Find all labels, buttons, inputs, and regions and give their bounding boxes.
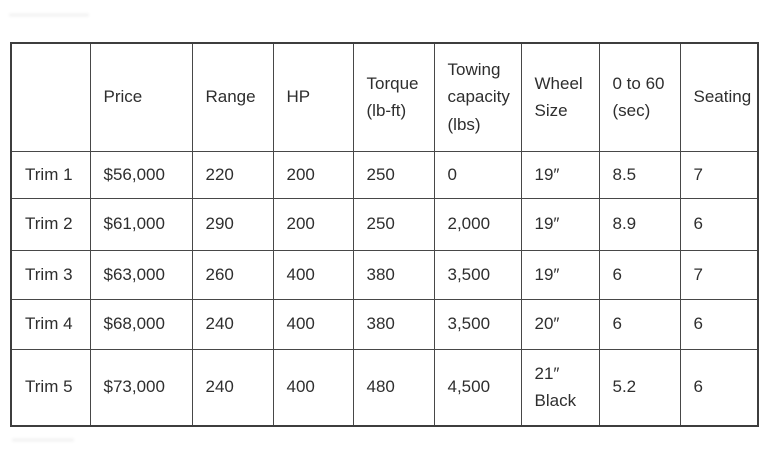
cell-range: 240	[191, 298, 274, 350]
cell-torque: 480	[352, 348, 435, 427]
cell-towing: 2,000	[433, 197, 522, 251]
table-row-trim-4: Trim 4 $68,000 240 400 380 3,500 20″ 6 6	[10, 298, 759, 350]
col-header-wheel-size: Wheel Size	[520, 42, 600, 152]
artifact-smudge-top	[9, 13, 89, 17]
table-row-trim-3: Trim 3 $63,000 260 400 380 3,500 19″ 6 7	[10, 249, 759, 300]
cell-hp: 400	[272, 348, 354, 427]
cell-price: $56,000	[89, 150, 193, 199]
cell-range: 240	[191, 348, 274, 427]
col-header-trim	[10, 42, 91, 152]
cell-range: 260	[191, 249, 274, 300]
trim-comparison-table: Price Range HP Torque (lb-ft) Towing cap…	[10, 42, 759, 427]
cell-seating: 7	[679, 150, 759, 199]
cell-seating: 6	[679, 348, 759, 427]
cell-price: $63,000	[89, 249, 193, 300]
cell-towing: 3,500	[433, 249, 522, 300]
col-header-price: Price	[89, 42, 193, 152]
cell-wheel-size: 19″	[520, 249, 600, 300]
cell-range: 220	[191, 150, 274, 199]
cell-torque: 250	[352, 150, 435, 199]
table-row-trim-5: Trim 5 $73,000 240 400 480 4,500 21″ Bla…	[10, 348, 759, 427]
cell-price: $61,000	[89, 197, 193, 251]
col-header-range: Range	[191, 42, 274, 152]
cell-hp: 400	[272, 249, 354, 300]
cell-seating: 7	[679, 249, 759, 300]
cell-zero-to-sixty: 8.5	[598, 150, 681, 199]
row-header-trim: Trim 2	[10, 197, 91, 251]
cell-wheel-size: 20″	[520, 298, 600, 350]
row-header-trim: Trim 5	[10, 348, 91, 427]
table-row-trim-1: Trim 1 $56,000 220 200 250 0 19″ 8.5 7	[10, 150, 759, 199]
cell-zero-to-sixty: 8.9	[598, 197, 681, 251]
cell-torque: 380	[352, 249, 435, 300]
cell-seating: 6	[679, 298, 759, 350]
cell-wheel-size: 19″	[520, 197, 600, 251]
cell-hp: 400	[272, 298, 354, 350]
cell-hp: 200	[272, 150, 354, 199]
col-header-zero-to-sixty: 0 to 60 (sec)	[598, 42, 681, 152]
row-header-trim: Trim 1	[10, 150, 91, 199]
cell-wheel-size: 21″ Black	[520, 348, 600, 427]
cell-zero-to-sixty: 6	[598, 249, 681, 300]
cell-torque: 380	[352, 298, 435, 350]
col-header-towing: Towing capacity (lbs)	[433, 42, 522, 152]
header-row: Price Range HP Torque (lb-ft) Towing cap…	[10, 42, 759, 152]
cell-zero-to-sixty: 5.2	[598, 348, 681, 427]
cell-zero-to-sixty: 6	[598, 298, 681, 350]
cell-range: 290	[191, 197, 274, 251]
cell-hp: 200	[272, 197, 354, 251]
cell-wheel-size: 19″	[520, 150, 600, 199]
cell-price: $68,000	[89, 298, 193, 350]
col-header-seating: Seating	[679, 42, 759, 152]
col-header-torque: Torque (lb-ft)	[352, 42, 435, 152]
artifact-smudge-bottom	[12, 438, 74, 442]
row-header-trim: Trim 4	[10, 298, 91, 350]
cell-towing: 4,500	[433, 348, 522, 427]
cell-torque: 250	[352, 197, 435, 251]
cell-seating: 6	[679, 197, 759, 251]
cell-price: $73,000	[89, 348, 193, 427]
row-header-trim: Trim 3	[10, 249, 91, 300]
cell-towing: 3,500	[433, 298, 522, 350]
col-header-hp: HP	[272, 42, 354, 152]
cell-towing: 0	[433, 150, 522, 199]
table-row-trim-2: Trim 2 $61,000 290 200 250 2,000 19″ 8.9…	[10, 197, 759, 251]
